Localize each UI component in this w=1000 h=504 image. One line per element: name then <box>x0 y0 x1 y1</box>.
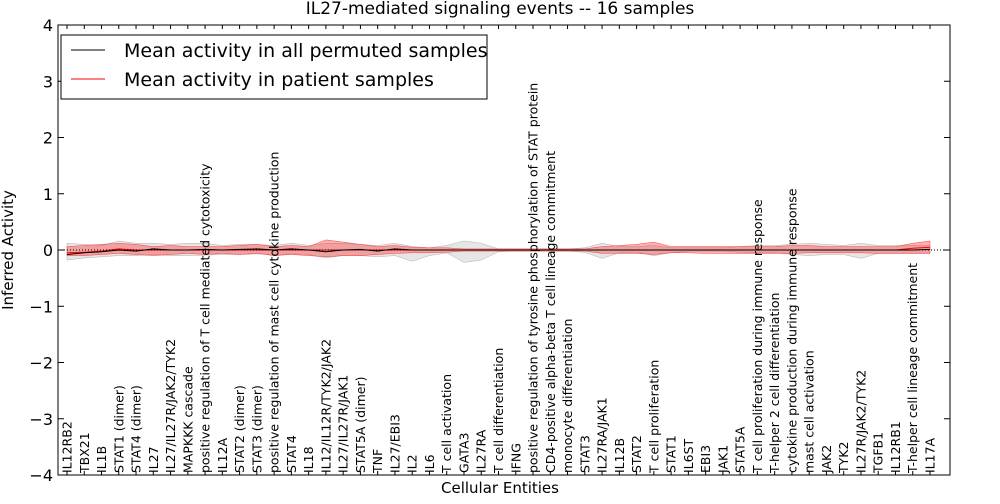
chart-title: IL27-mediated signaling events -- 16 sam… <box>306 0 695 19</box>
x-tick-label: STAT1 <box>664 435 679 473</box>
x-tick-label: STAT1 (dimer) <box>111 385 126 473</box>
x-tick-label: T-helper 2 cell differentiation <box>767 293 782 474</box>
x-tick-label: T cell proliferation <box>646 360 661 474</box>
x-tick-label: TGFB1 <box>871 432 886 474</box>
legend-label-patient: Mean activity in patient samples <box>124 69 434 91</box>
x-tick-label: IL12B <box>612 438 627 473</box>
y-axis-label: Inferred Activity <box>0 190 17 310</box>
confidence-bands <box>66 239 931 263</box>
y-tick-label: 3 <box>43 72 53 91</box>
x-tick-label: IL1B <box>94 446 109 473</box>
y-tick-label: 1 <box>43 185 53 204</box>
legend-box <box>60 34 488 100</box>
x-axis-label: Cellular Entities <box>441 479 559 497</box>
x-tick-label: STAT3 <box>577 435 592 473</box>
y-tick-label: 0 <box>43 241 53 260</box>
x-tick-label: IFNG <box>508 443 523 473</box>
x-tick-label: IL27/IL27R/JAK2/TYK2 <box>163 339 178 473</box>
x-tick-label: IL27RA/JAK1 <box>595 397 610 473</box>
y-tick-label: 4 <box>43 16 53 35</box>
plot-frame <box>57 24 951 476</box>
x-tick-label: STAT4 (dimer) <box>129 385 144 473</box>
x-tick-label: MAPKKK cascade <box>180 366 195 473</box>
x-tick-label: CD4-positive alpha-beta T cell lineage c… <box>543 151 558 473</box>
x-tick-label: STAT2 <box>629 435 644 473</box>
x-axis-ticks: IL12RB2 TBX21 IL1B STAT1 (dimer) STAT4 (dime… <box>60 25 938 475</box>
x-tick-label: GATA3 <box>457 433 472 473</box>
y-tick-label: −4 <box>29 466 53 485</box>
x-tick-label: IL17A <box>923 437 938 473</box>
y-tick-label: −1 <box>29 297 53 316</box>
x-tick-label: T cell differentiation <box>491 348 506 474</box>
x-tick-label: STAT3 (dimer) <box>249 385 264 473</box>
x-tick-label: T-helper cell lineage commitment <box>905 263 920 474</box>
x-tick-label: mast cell activation <box>802 350 817 473</box>
legend: Mean activity in all permuted samples Me… <box>60 34 488 100</box>
x-tick-label: IL27/IL27R/JAK1 <box>336 375 351 473</box>
x-tick-label: IL27/EBI3 <box>387 414 402 473</box>
x-tick-label: STAT5A <box>733 426 748 473</box>
x-tick-label: IL12A <box>215 437 230 473</box>
x-tick-label: TNF <box>370 449 385 474</box>
legend-label-permuted: Mean activity in all permuted samples <box>124 40 487 62</box>
x-tick-label: IL2 <box>405 454 420 473</box>
x-tick-label: STAT4 <box>284 435 299 473</box>
x-tick-label: EBI3 <box>698 445 713 473</box>
x-tick-label: cytokine production during immune respon… <box>784 188 799 473</box>
x-tick-label: JAK1 <box>715 445 730 474</box>
y-tick-label: 2 <box>43 129 53 148</box>
x-tick-label: TBX21 <box>77 432 92 474</box>
x-tick-label: T cell proliferation during immune respo… <box>750 199 765 474</box>
x-tick-label: positive regulation of T cell mediated c… <box>198 163 213 473</box>
x-tick-label: IL12RB2 <box>60 421 75 473</box>
x-tick-label: IL27 <box>146 446 161 473</box>
x-tick-label: T cell activation <box>439 374 454 474</box>
x-tick-label: IL12/IL12R/TYK2/JAK2 <box>318 339 333 473</box>
x-tick-label: positive regulation of tyrosine phosphor… <box>526 83 541 473</box>
x-tick-label: IL12RB1 <box>888 421 903 473</box>
x-tick-label: IL6ST <box>681 438 696 473</box>
x-tick-label: IL27RA <box>474 429 489 473</box>
x-tick-label: IL6 <box>422 454 437 473</box>
x-tick-label: JAK2 <box>819 445 834 474</box>
x-tick-label: STAT5A (dimer) <box>353 377 368 473</box>
x-tick-label: STAT2 (dimer) <box>232 385 247 473</box>
series-lines <box>66 246 931 255</box>
x-tick-label: IL27R/JAK2/TYK2 <box>854 370 869 473</box>
band-patient <box>66 239 931 258</box>
x-tick-label: TYK2 <box>836 442 851 474</box>
y-tick-label: −3 <box>29 410 53 429</box>
y-axis-ticks: −4 −3 −2 −1 0 1 2 3 4 <box>29 16 950 485</box>
x-tick-label: IL18 <box>301 446 316 473</box>
x-tick-label: positive regulation of mast cell cytokin… <box>267 152 282 473</box>
y-tick-label: −2 <box>29 354 53 373</box>
x-tick-label: monocyte differentiation <box>560 319 575 473</box>
line-permuted <box>66 248 931 255</box>
